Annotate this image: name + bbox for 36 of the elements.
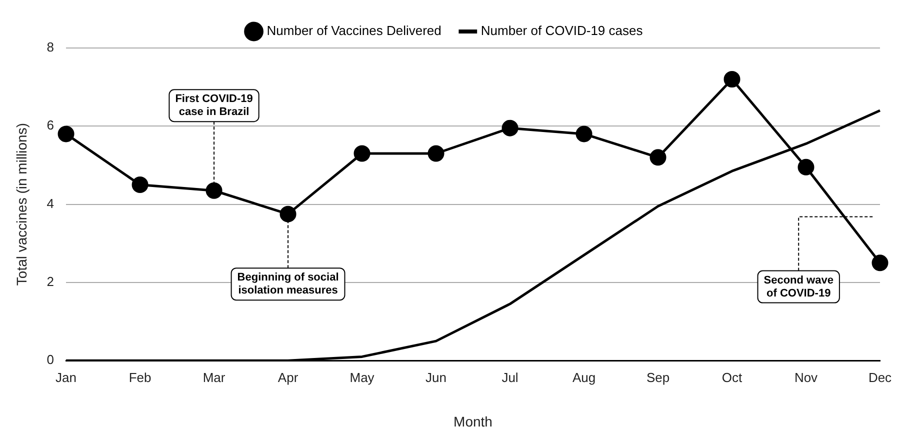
point	[872, 254, 888, 272]
y-tick-label: 2	[46, 274, 54, 290]
point	[724, 71, 740, 88]
point	[650, 149, 666, 166]
x-tick-label: Jan	[56, 370, 77, 385]
point	[206, 182, 222, 199]
point	[280, 206, 296, 222]
y-axis-title: Total vaccines (in millions)	[13, 122, 30, 286]
x-tick-label: Mar	[202, 370, 226, 385]
legend-label: Number of COVID-19 cases	[480, 23, 644, 38]
x-tick-label: Dec	[868, 370, 892, 385]
x-tick-label: Jul	[502, 370, 518, 385]
x-tick-label: Oct	[722, 370, 742, 385]
annotation: First COVID-19 case in Brazil	[175, 93, 253, 118]
y-tick-label: 0	[46, 352, 54, 368]
x-tick-label: Aug	[572, 370, 596, 385]
annotation: Beginning of social isolation measures	[237, 272, 339, 297]
x-tick-label: Nov	[794, 370, 818, 385]
point	[354, 145, 370, 162]
x-tick-label: Apr	[278, 370, 299, 385]
x-tick-label: Feb	[128, 370, 152, 385]
x-tick-label: May	[350, 370, 375, 385]
legend-label: Number of Vaccines Delivered	[266, 23, 442, 38]
x-axis-title: Month	[454, 413, 492, 430]
x-tick-label: Sep	[646, 370, 670, 385]
point	[58, 126, 74, 142]
point	[502, 120, 518, 136]
point	[428, 145, 444, 162]
y-tick-label: 6	[46, 118, 54, 133]
point	[576, 126, 592, 142]
point	[798, 158, 814, 176]
y-tick-label: 8	[46, 40, 54, 55]
x-tick-label: Jun	[426, 370, 446, 385]
point	[132, 176, 148, 194]
y-tick-label: 4	[46, 196, 54, 211]
annotation: Second wave of COVID-19	[764, 274, 834, 300]
